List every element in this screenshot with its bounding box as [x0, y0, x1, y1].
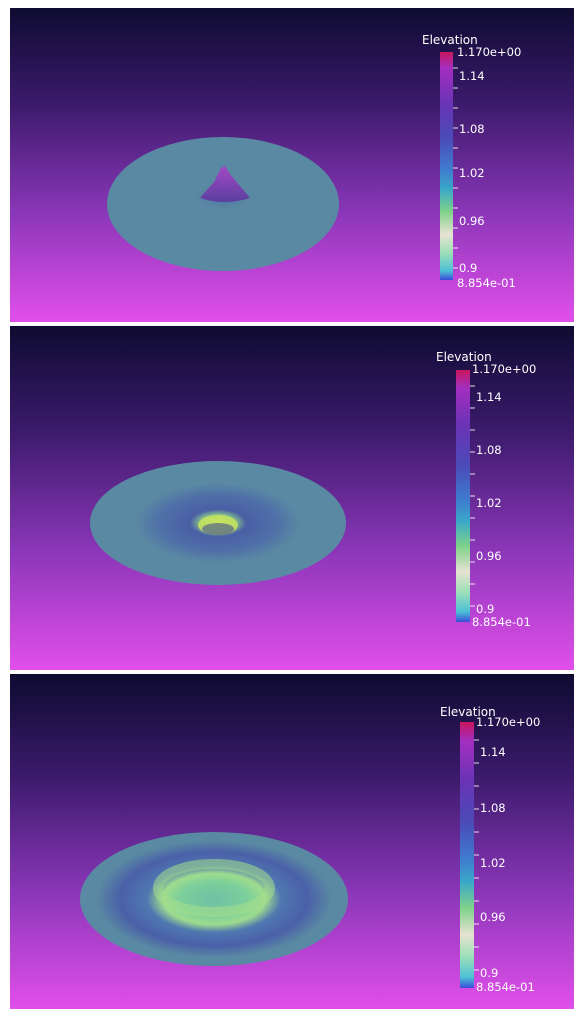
- scalar-bar: Elevation 1.170e+00 1.14 1.08 1.02 0.96 …: [436, 350, 536, 629]
- scalar-bar-min-label: 8.854e-01: [476, 980, 535, 994]
- render-view-2[interactable]: Elevation 1.170e+00 1.14 1.08 1.02 0.96 …: [10, 326, 574, 670]
- scalar-bar-tick: 1.08: [476, 443, 502, 457]
- scalar-bar-tick: 1.14: [476, 390, 502, 404]
- scalar-bar-tick: 0.96: [476, 549, 502, 563]
- scalar-bar-tick: 0.96: [459, 214, 485, 228]
- color-bar: [456, 370, 470, 622]
- ripple-center: [202, 523, 234, 535]
- scalar-bar-tick: 1.02: [480, 856, 506, 870]
- scalar-bar-tick: 0.9: [459, 261, 477, 275]
- scalar-bar-tick: 0.9: [476, 602, 494, 616]
- elevation-surface: [80, 832, 348, 966]
- scalar-bar-title: Elevation: [422, 33, 478, 47]
- scalar-bar-min-label: 8.854e-01: [472, 615, 531, 629]
- scalar-bar-tick: 1.08: [480, 801, 506, 815]
- render-view-3[interactable]: Elevation 1.170e+00 1.14 1.08 1.02 0.96 …: [10, 674, 574, 1009]
- scalar-bar: Elevation 1.170e+00 1.14 1.08 1.02 0.96 …: [422, 33, 521, 290]
- scalar-bar-tick: 0.96: [480, 910, 506, 924]
- scalar-bar-title: Elevation: [436, 350, 492, 364]
- color-bar: [440, 52, 453, 280]
- scalar-bar-max-label: 1.170e+00: [457, 45, 521, 59]
- elevation-peak: [200, 166, 250, 202]
- scalar-bar-tick: 1.02: [476, 496, 502, 510]
- scalar-bar-tick: 1.08: [459, 122, 485, 136]
- scalar-bar-max-label: 1.170e+00: [476, 715, 540, 729]
- color-bar: [460, 722, 474, 988]
- scalar-bar: Elevation 1.170e+00 1.14 1.08 1.02 0.96 …: [440, 705, 540, 994]
- render-view-1[interactable]: Elevation 1.170e+00 1.14 1.08 1.02 0.96 …: [10, 8, 574, 322]
- scalar-bar-title: Elevation: [440, 705, 496, 719]
- scalar-bar-tick: 1.14: [459, 69, 485, 83]
- scalar-bar-min-label: 8.854e-01: [457, 276, 516, 290]
- scalar-bar-tick: 1.02: [459, 166, 485, 180]
- scalar-bar-max-label: 1.170e+00: [472, 362, 536, 376]
- scalar-bar-tick: 1.14: [480, 745, 506, 759]
- ripple-ring: [153, 859, 275, 917]
- scalar-bar-tick: 0.9: [480, 966, 498, 980]
